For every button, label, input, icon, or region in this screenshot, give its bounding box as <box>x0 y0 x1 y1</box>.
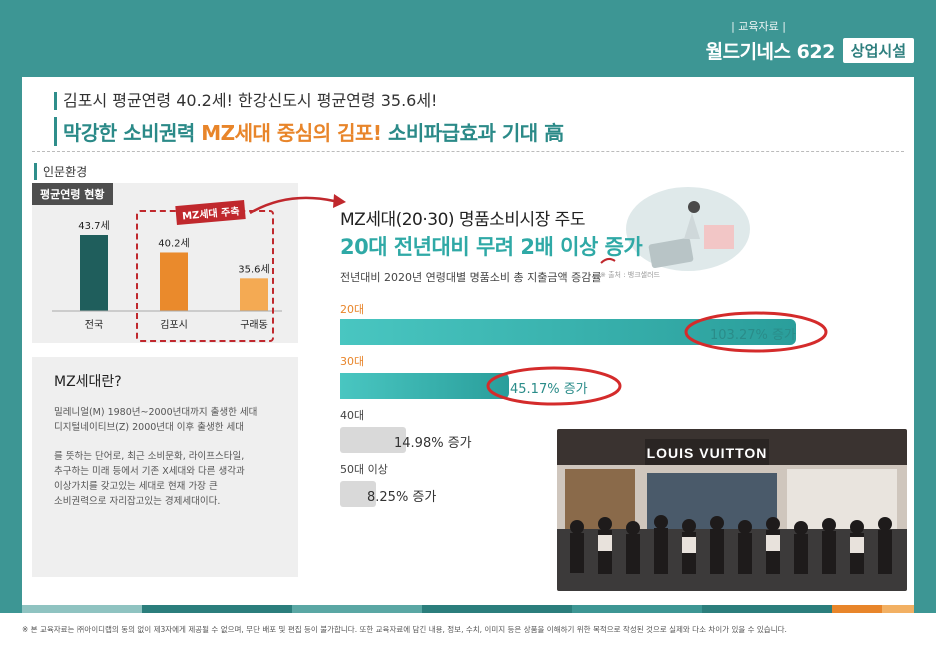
red-underline-mark <box>600 257 616 264</box>
mz-highlight-box <box>136 210 274 342</box>
value-50s: 8.25% 증가 <box>367 490 437 505</box>
luxury-note: 전년대비 2020년 연령대별 명품소비 총 지출금액 증감률 <box>340 271 602 284</box>
brand-badge: 상업시설 <box>842 38 914 63</box>
footer-stripe <box>22 605 914 613</box>
mz-text-line: 추구하는 미래 등에서 기존 X세대와 다른 생각과 <box>54 466 245 477</box>
value-30s: 45.17% 증가 <box>510 382 588 397</box>
row-label-50s: 50대 이상 <box>340 463 388 476</box>
brand-header: | 교육자료 | 월드기네스 622 상업시설 <box>706 18 914 64</box>
headline-part-b: 소비파급효과 기대 高 <box>381 121 564 145</box>
brand-subtitle: | 교육자료 | <box>731 20 786 33</box>
mz-text-line: 밀레니얼(M) 1980년~2000년대까지 출생한 세대 <box>54 407 258 418</box>
mz-text-line: 소비권력으로 자리잡고있는 경제세대이다. <box>54 496 221 507</box>
age-value-label: 35.6세 <box>238 263 269 275</box>
headline-part-a: 막강한 소비권력 <box>63 121 202 145</box>
age-category-label: 김포시 <box>160 319 188 331</box>
headline-main: 막강한 소비권력 MZ세대 중심의 김포! 소비파급효과 기대 高 <box>54 117 564 146</box>
age-bar-1 <box>160 252 188 311</box>
age-chart-tag: 평균연령 현황 <box>32 183 113 205</box>
footer-disclaimer: ※ 본 교육자료는 ㈜아이디랩의 동의 없이 제3자에게 제공될 수 없으며, … <box>22 625 787 634</box>
row-label-30s: 30대 <box>340 355 365 368</box>
store-sign: LOUIS VUITTON <box>647 445 768 461</box>
mz-definition-text-2: 를 뜻하는 단어로, 최근 소비문화, 라이프스타일, 추구하는 미래 등에서 … <box>54 449 276 509</box>
mz-definition-text-1: 밀레니얼(M) 1980년~2000년대까지 출생한 세대 디지털네이티브(Z)… <box>54 405 276 435</box>
age-bar-2 <box>240 278 268 311</box>
age-value-label: 40.2세 <box>158 237 189 249</box>
footer: ※ 본 교육자료는 ㈜아이디랩의 동의 없이 제3자에게 제공될 수 없으며, … <box>0 613 936 648</box>
row-label-20s: 20대 <box>340 303 365 316</box>
mz-definition-panel: MZ세대란? 밀레니얼(M) 1980년~2000년대까지 출생한 세대 디지털… <box>32 357 298 577</box>
headline-sub: 김포시 평균연령 40.2세! 한강신도시 평균연령 35.6세! <box>54 92 437 110</box>
luxury-bar-40s <box>340 427 406 453</box>
age-value-label: 43.7세 <box>78 220 109 232</box>
mz-definition-title: MZ세대란? <box>54 374 122 390</box>
shopping-illustration <box>626 187 750 271</box>
arrow-icon <box>249 194 346 215</box>
value-20s: 103.27% 증가 <box>710 328 796 343</box>
luxury-subtitle: 20대 전년대비 무려 2배 이상 증가 <box>340 235 643 259</box>
age-bar-0 <box>80 235 108 311</box>
mz-text-line: 를 뜻하는 단어로, 최근 소비문화, 라이프스타일, <box>54 451 245 462</box>
mz-text-line: 이상가치를 갖고있는 세대로 현재 가장 큰 <box>54 481 218 492</box>
value-40s: 14.98% 증가 <box>394 436 472 451</box>
mz-text-line: 디지털네이티브(Z) 2000년대 이후 출생한 세대 <box>54 422 245 433</box>
luxury-title: MZ세대(20·30) 명품소비시장 주도 <box>340 210 585 230</box>
section-label: 인문환경 <box>34 163 87 180</box>
headline-highlight: MZ세대 중심의 김포! <box>201 121 382 145</box>
luxury-source: ※ 출처 : 뱅크샐러드 <box>600 271 660 279</box>
main-card: 김포시 평균연령 40.2세! 한강신도시 평균연령 35.6세! 막강한 소비… <box>22 77 914 605</box>
age-category-label: 구래동 <box>240 319 268 331</box>
divider <box>32 151 904 152</box>
luxury-bar-30s <box>340 373 509 399</box>
luxury-bar-50s <box>340 481 376 507</box>
store-photo: LOUIS VUITTON <box>557 429 907 591</box>
row-label-40s: 40대 <box>340 409 365 422</box>
brand-title: 월드기네스 622 <box>705 41 836 63</box>
age-category-label: 전국 <box>85 319 103 331</box>
store-photo-illustration: LOUIS VUITTON <box>557 429 907 591</box>
